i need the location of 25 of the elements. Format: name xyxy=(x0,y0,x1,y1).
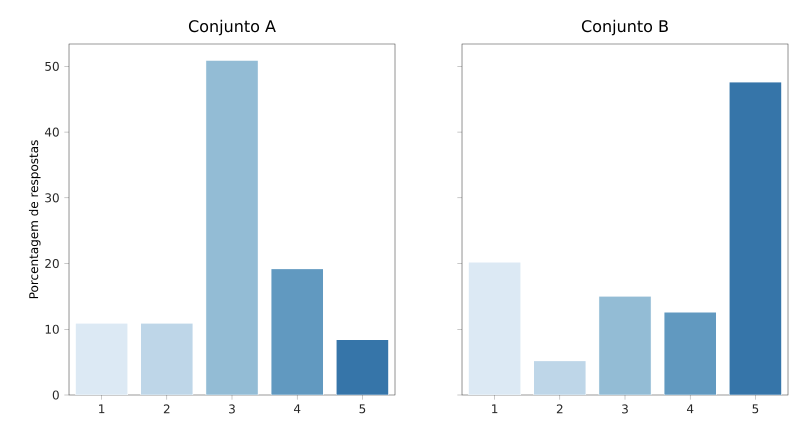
bar xyxy=(598,296,652,395)
x-tick-label: 3 xyxy=(622,404,628,414)
bar xyxy=(270,268,324,395)
chart-title: Conjunto A xyxy=(188,20,276,36)
x-tick-label: 2 xyxy=(164,404,170,414)
x-tick-label: 2 xyxy=(556,404,562,414)
y-tick-label: 20 xyxy=(45,259,59,268)
bar xyxy=(664,312,717,395)
bar xyxy=(533,360,586,395)
x-tick-label: 3 xyxy=(229,404,235,414)
x-tick-label: 5 xyxy=(752,404,758,414)
chart-title: Conjunto B xyxy=(582,20,668,36)
x-tick-label: 1 xyxy=(99,404,104,414)
y-tick-label: 30 xyxy=(45,193,59,202)
y-tick-label: 50 xyxy=(45,62,59,71)
y-tick-label: 0 xyxy=(52,390,59,400)
y-tick-label: 40 xyxy=(44,128,59,137)
x-tick-label: 4 xyxy=(686,404,694,414)
x-tick-label: 5 xyxy=(360,404,366,414)
x-tick-label: 1 xyxy=(492,404,498,414)
y-tick-label: 10 xyxy=(46,324,59,334)
x-tick-label: 4 xyxy=(294,404,300,414)
bar xyxy=(75,323,128,395)
y-axis-title: Porcentagem de respostas xyxy=(28,140,41,298)
bar xyxy=(336,340,389,395)
